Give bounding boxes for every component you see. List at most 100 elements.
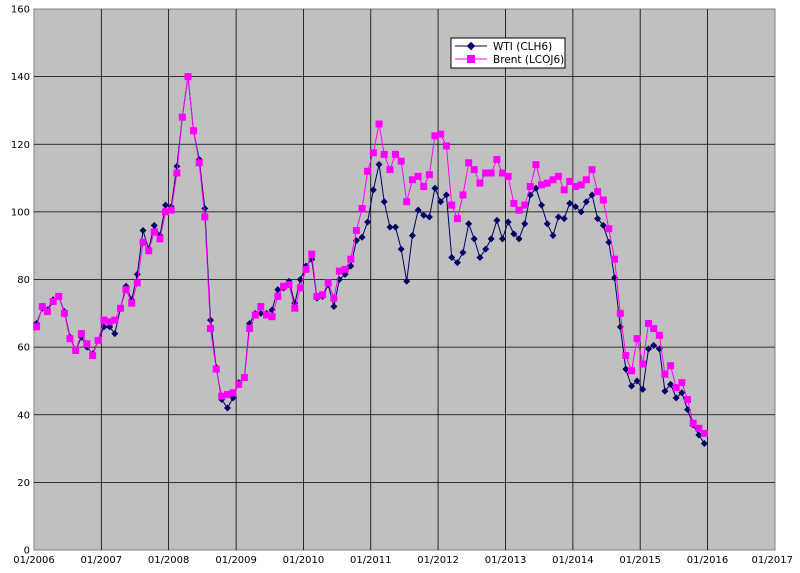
- data-point: [639, 385, 647, 393]
- data-point: [510, 230, 518, 238]
- x-axis-tick-labels: 01/2006 01/2007 01/2008 01/2009 01/2010 01/20…: [13, 555, 793, 566]
- data-point: [571, 183, 579, 191]
- data-point: [442, 142, 450, 150]
- data-point: [235, 380, 243, 388]
- data-point: [459, 248, 467, 256]
- data-point: [167, 206, 175, 214]
- data-point: [700, 429, 708, 437]
- data-point: [538, 201, 546, 209]
- data-point: [330, 294, 338, 302]
- data-point: [448, 201, 456, 209]
- data-point: [201, 213, 209, 221]
- data-point: [425, 213, 433, 221]
- data-point: [161, 208, 169, 216]
- data-point: [280, 282, 288, 290]
- y-axis-tick-labels: 0 20 40 60 80 100 120 140 160: [11, 5, 30, 557]
- x-tick-label: 01/2008: [148, 555, 190, 566]
- data-point: [285, 281, 293, 289]
- data-point: [661, 370, 669, 378]
- data-point: [386, 166, 394, 174]
- data-point: [72, 347, 80, 355]
- data-point: [588, 191, 596, 199]
- data-point: [582, 176, 590, 184]
- legend-wti-marker: [466, 41, 476, 51]
- data-point: [403, 198, 411, 206]
- y-tick-label: 60: [17, 343, 30, 354]
- data-point: [504, 172, 512, 180]
- x-tick-label: 01/2011: [350, 555, 392, 566]
- data-point: [554, 213, 562, 221]
- data-point: [639, 360, 647, 368]
- data-point: [526, 183, 534, 191]
- data-point: [538, 181, 546, 189]
- data-point: [397, 245, 405, 253]
- y-tick-label: 120: [11, 140, 30, 151]
- data-point: [218, 392, 226, 400]
- data-point: [296, 284, 304, 292]
- legend: WTI (CLH6) Brent (LCOJ6): [450, 37, 566, 69]
- data-point: [83, 340, 91, 348]
- data-point: [695, 424, 703, 432]
- data-point: [391, 223, 399, 231]
- data-point: [549, 232, 557, 240]
- data-point: [700, 439, 708, 447]
- data-point: [549, 176, 557, 184]
- legend-brent-label: Brent (LCOJ6): [493, 54, 564, 66]
- data-point: [437, 198, 445, 206]
- data-point: [566, 177, 574, 185]
- data-point: [212, 365, 220, 373]
- data-point: [335, 267, 343, 275]
- data-point: [577, 181, 585, 189]
- y-tick-label: 80: [17, 275, 30, 286]
- series-lines: [33, 73, 708, 447]
- data-point: [33, 323, 41, 331]
- data-point: [616, 309, 624, 317]
- grid-lines: [34, 9, 775, 550]
- data-point: [173, 169, 181, 177]
- data-point: [599, 221, 607, 229]
- data-point: [364, 167, 372, 175]
- data-point: [521, 220, 529, 228]
- data-point: [532, 184, 540, 192]
- data-point: [684, 396, 692, 404]
- data-point: [274, 292, 282, 300]
- y-tick-label: 140: [11, 72, 30, 83]
- data-point: [403, 277, 411, 285]
- x-tick-label: 01/2012: [417, 555, 459, 566]
- y-tick-label: 100: [11, 207, 30, 218]
- data-point: [672, 394, 680, 402]
- data-point: [588, 166, 596, 174]
- x-tick-label: 01/2007: [81, 555, 123, 566]
- data-point: [678, 379, 686, 387]
- data-point: [515, 235, 523, 243]
- y-tick-label: 40: [17, 410, 30, 421]
- x-tick-label: 01/2016: [687, 555, 729, 566]
- data-point: [431, 132, 439, 140]
- legend-wti-label: WTI (CLH6): [493, 41, 552, 53]
- data-point: [201, 204, 209, 212]
- data-point: [577, 208, 585, 216]
- data-point: [498, 235, 506, 243]
- data-point: [89, 352, 97, 360]
- data-point: [184, 73, 192, 81]
- data-point: [611, 255, 619, 263]
- data-point: [111, 316, 119, 324]
- legend-brent-marker: [467, 55, 475, 63]
- data-point: [465, 159, 473, 167]
- data-point: [482, 245, 490, 253]
- data-point: [650, 325, 658, 333]
- x-tick-label: 01/2006: [13, 555, 55, 566]
- data-point: [38, 303, 46, 311]
- data-point: [622, 352, 630, 360]
- data-point: [571, 203, 579, 211]
- data-point: [100, 316, 108, 324]
- data-point: [459, 191, 467, 199]
- data-point: [150, 228, 158, 236]
- data-point: [156, 235, 164, 243]
- y-tick-label: 160: [11, 5, 30, 16]
- data-point: [482, 169, 490, 177]
- data-point: [420, 183, 428, 191]
- data-point: [274, 286, 282, 294]
